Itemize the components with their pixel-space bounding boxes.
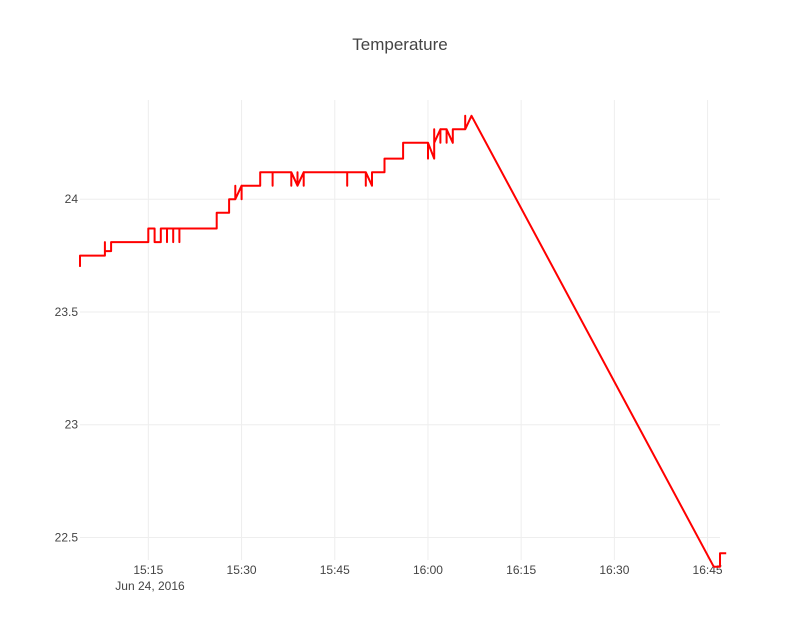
grid-layer <box>80 100 720 560</box>
x-tick-label: 15:15 <box>133 563 163 577</box>
x-tick-label: 16:30 <box>599 563 629 577</box>
x-date-label: Jun 24, 2016 <box>115 579 185 593</box>
y-tick-label: 24 <box>65 192 79 206</box>
x-tick-label: 16:15 <box>506 563 536 577</box>
x-tick-label: 15:30 <box>227 563 257 577</box>
chart-title: Temperature <box>352 35 447 54</box>
temperature-series-line <box>79 114 727 568</box>
x-tick-label: 15:45 <box>320 563 350 577</box>
y-tick-label: 23 <box>65 418 79 432</box>
y-tick-label: 22.5 <box>55 530 79 544</box>
x-tick-label: 16:00 <box>413 563 443 577</box>
x-tick-label: 16:45 <box>693 563 723 577</box>
axis-layer: 15:15 15:30 15:45 16:00 16:15 16:30 16:45 22.5 2… <box>55 192 723 577</box>
series-layer <box>79 114 727 568</box>
y-tick-label: 23.5 <box>55 305 79 319</box>
